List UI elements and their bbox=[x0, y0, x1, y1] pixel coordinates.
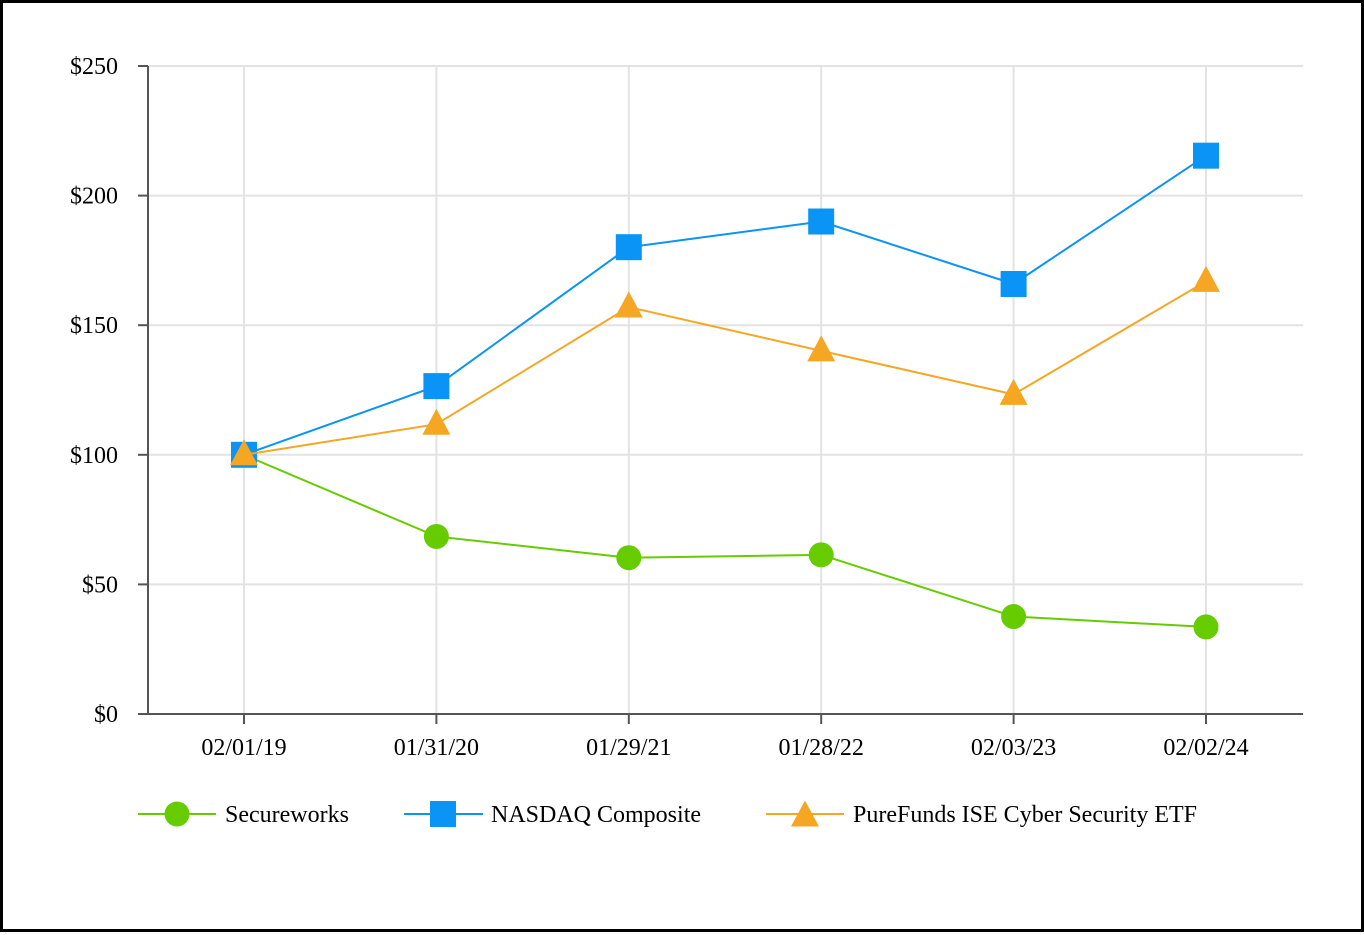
series-line bbox=[243, 154, 1207, 456]
legend-label: Secureworks bbox=[225, 802, 349, 828]
x-tick-label: 02/03/23 bbox=[971, 735, 1056, 761]
x-tick-label: 02/02/24 bbox=[1163, 735, 1248, 761]
data-point bbox=[614, 291, 643, 318]
data-point bbox=[1193, 142, 1219, 169]
data-point bbox=[808, 542, 834, 568]
data-point bbox=[1192, 265, 1220, 292]
legend-marker bbox=[164, 801, 190, 827]
y-tick-label: $50 bbox=[82, 572, 118, 598]
y-tick-label: $200 bbox=[70, 184, 118, 210]
data-point bbox=[230, 439, 258, 466]
data-point bbox=[807, 335, 836, 362]
grid-layer bbox=[148, 65, 1303, 714]
data-point bbox=[616, 545, 642, 571]
data-point bbox=[422, 408, 451, 435]
legend-label: PureFunds ISE Cyber Security ETF bbox=[853, 802, 1197, 828]
series-layer bbox=[230, 142, 1220, 640]
series-line bbox=[243, 280, 1207, 456]
x-tick-label: 01/31/20 bbox=[394, 735, 479, 761]
legend-item: PureFunds ISE Cyber Security ETF bbox=[766, 800, 1197, 828]
data-point bbox=[999, 378, 1028, 405]
legend-label: NASDAQ Composite bbox=[491, 802, 701, 828]
y-tick-label: $250 bbox=[70, 54, 118, 80]
data-point bbox=[423, 523, 449, 549]
data-point bbox=[615, 234, 642, 261]
y-tick-label: $150 bbox=[70, 313, 118, 339]
data-point bbox=[1193, 614, 1219, 640]
legend: Secureworks NASDAQ Composite PureFunds ISE… bbox=[138, 800, 1197, 828]
data-point bbox=[1001, 604, 1027, 630]
y-tick-label: $100 bbox=[70, 443, 118, 469]
series-purefunds-ise-cyber-security-etf bbox=[230, 265, 1220, 466]
data-point bbox=[1000, 270, 1027, 297]
line-chart: $0 $50 $100 $150 $200 $250 02/01/19 01/31/20 01/… bbox=[70, 54, 1303, 828]
data-point bbox=[808, 208, 835, 235]
series-nasdaq-composite bbox=[231, 142, 1219, 468]
legend-item: NASDAQ Composite bbox=[404, 801, 701, 828]
series-line bbox=[243, 453, 1207, 628]
legend-item: Secureworks bbox=[138, 801, 349, 828]
series-secureworks bbox=[231, 442, 1219, 640]
axis-layer: $0 $50 $100 $150 $200 $250 02/01/19 01/31/20 01/… bbox=[70, 54, 1303, 761]
x-tick-label: 01/28/22 bbox=[779, 735, 864, 761]
legend-marker bbox=[791, 800, 819, 827]
x-tick-label: 01/29/21 bbox=[586, 735, 671, 761]
y-tick-label: $0 bbox=[94, 702, 118, 728]
legend-marker bbox=[430, 801, 456, 827]
data-point bbox=[423, 373, 450, 400]
x-tick-label: 02/01/19 bbox=[201, 735, 286, 761]
